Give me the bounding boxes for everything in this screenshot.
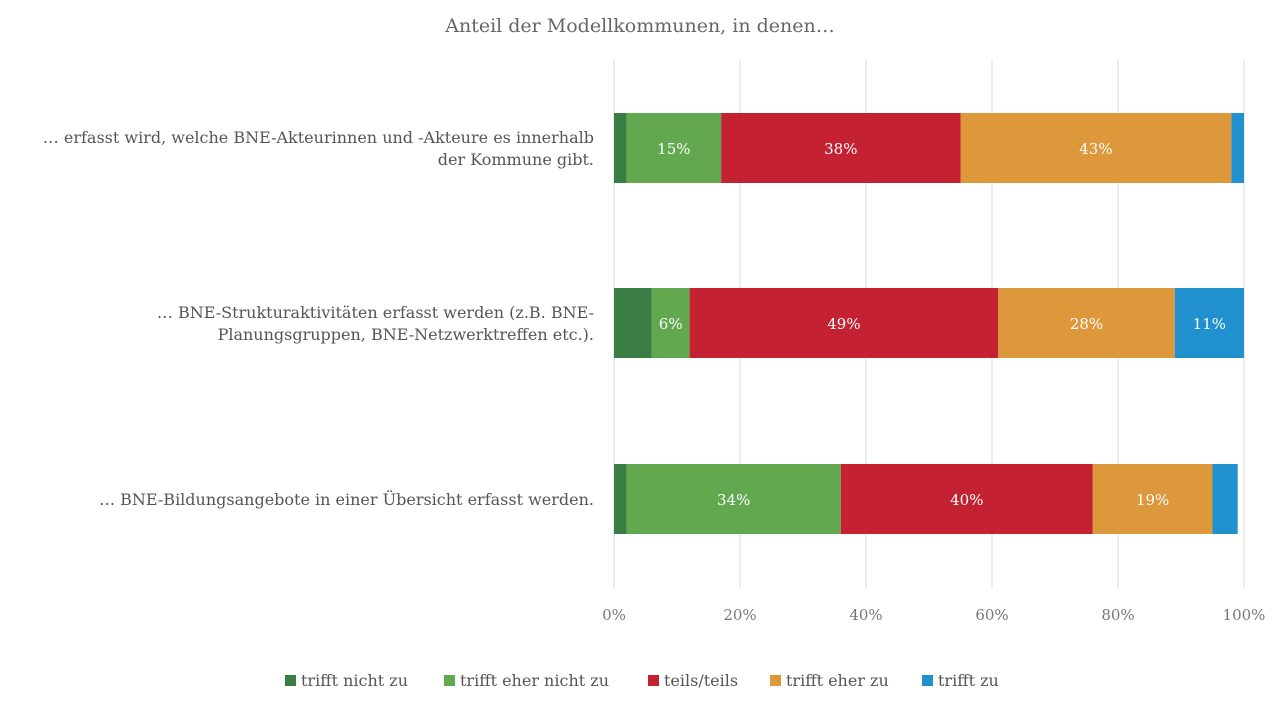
bar-segment (998, 288, 1175, 358)
legend-swatch (648, 675, 659, 686)
bar-segment (626, 464, 841, 534)
legend-label: trifft zu (938, 671, 999, 690)
data-label: 38% (824, 140, 857, 158)
category-label: … erfasst wird, welche BNE-Akteurinnen u… (43, 128, 594, 147)
bar-segment (614, 464, 627, 534)
chart-title: Anteil der Modellkommunen, in denen… (444, 15, 835, 37)
data-label: 49% (827, 315, 860, 333)
x-tick-label: 80% (1101, 606, 1134, 624)
legend-label: trifft eher nicht zu (460, 671, 609, 690)
category-label: … BNE-Bildungsangebote in einer Übersich… (99, 489, 594, 509)
x-tick-label: 40% (849, 606, 882, 624)
data-label: 43% (1079, 140, 1112, 158)
category-label: … BNE-Strukturaktivitäten erfasst werden… (157, 303, 594, 322)
bars: 15% 38% 43% 6% 49% 28% 11% 34% 40% 19% (614, 113, 1244, 534)
bar-segment (840, 464, 1093, 534)
legend: trifft nicht zu trifft eher nicht zu teils… (285, 671, 999, 690)
data-label: 28% (1070, 315, 1103, 333)
legend-swatch (285, 675, 296, 686)
data-label: 19% (1136, 491, 1169, 509)
legend-label: trifft eher zu (786, 671, 889, 690)
bar-segment (614, 288, 652, 358)
data-label: 40% (950, 491, 983, 509)
x-tick-label: 100% (1223, 606, 1266, 624)
legend-label: trifft nicht zu (301, 671, 408, 690)
bar-segment (1212, 464, 1238, 534)
category-label: der Kommune gibt. (438, 150, 594, 169)
bar-segment (626, 113, 722, 183)
bar-segment (1231, 113, 1244, 183)
x-axis-ticks: 0% 20% 40% 60% 80% 100% (602, 606, 1265, 624)
legend-swatch (444, 675, 455, 686)
bar-segment (1092, 464, 1213, 534)
bar-segment (689, 288, 999, 358)
legend-label: teils/teils (664, 671, 738, 690)
bar-segment (651, 288, 690, 358)
legend-swatch (922, 675, 933, 686)
category-labels: … erfasst wird, welche BNE-Akteurinnen u… (43, 128, 594, 509)
data-label: 11% (1193, 315, 1226, 333)
data-label: 6% (659, 315, 683, 333)
data-label: 34% (717, 491, 750, 509)
data-label: 15% (657, 140, 690, 158)
x-tick-label: 60% (975, 606, 1008, 624)
category-label: Planungsgruppen, BNE-Netzwerktreffen etc… (218, 325, 594, 344)
x-tick-label: 20% (723, 606, 756, 624)
bar-segment (614, 113, 627, 183)
legend-swatch (770, 675, 781, 686)
bar-segment (960, 113, 1232, 183)
bar-segment (1174, 288, 1244, 358)
x-tick-label: 0% (602, 606, 626, 624)
bar-segment (721, 113, 961, 183)
